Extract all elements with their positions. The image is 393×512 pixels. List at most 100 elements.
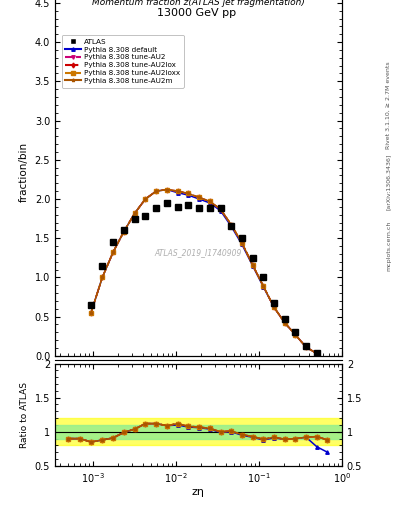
ATLAS	[196, 205, 201, 211]
Pythia 8.308 default	[293, 332, 298, 338]
Text: [arXiv:1306.3436]: [arXiv:1306.3436]	[386, 154, 391, 210]
Pythia 8.308 default	[272, 304, 276, 310]
Pythia 8.308 tune-AU2lox	[175, 188, 180, 194]
ATLAS	[111, 239, 116, 245]
Pythia 8.308 tune-AU2	[250, 262, 255, 268]
ATLAS	[121, 227, 126, 233]
Pythia 8.308 tune-AU2m	[100, 274, 105, 281]
Pythia 8.308 tune-AU2m	[165, 186, 169, 193]
Pythia 8.308 tune-AU2loxx	[154, 188, 159, 194]
Pythia 8.308 tune-AU2loxx	[304, 344, 309, 350]
Pythia 8.308 tune-AU2	[143, 196, 148, 202]
Pythia 8.308 tune-AU2lox	[165, 186, 169, 193]
Pythia 8.308 tune-AU2loxx	[314, 350, 319, 356]
Pythia 8.308 tune-AU2loxx	[132, 210, 137, 216]
Pythia 8.308 tune-AU2lox	[143, 196, 148, 202]
Pythia 8.308 tune-AU2m	[283, 320, 287, 326]
Pythia 8.308 tune-AU2lox	[272, 304, 276, 310]
ATLAS	[175, 204, 180, 210]
Pythia 8.308 tune-AU2m	[272, 304, 276, 310]
Line: Pythia 8.308 tune-AU2loxx: Pythia 8.308 tune-AU2loxx	[89, 188, 319, 355]
Pythia 8.308 tune-AU2loxx	[240, 240, 244, 246]
Pythia 8.308 tune-AU2	[185, 190, 190, 197]
ATLAS	[229, 223, 234, 229]
Pythia 8.308 tune-AU2	[100, 274, 105, 281]
Y-axis label: Ratio to ATLAS: Ratio to ATLAS	[20, 382, 29, 447]
Pythia 8.308 tune-AU2loxx	[89, 310, 94, 316]
Pythia 8.308 tune-AU2lox	[240, 240, 244, 246]
Pythia 8.308 tune-AU2loxx	[283, 320, 287, 326]
Pythia 8.308 tune-AU2lox	[154, 188, 159, 194]
Pythia 8.308 tune-AU2loxx	[143, 196, 148, 202]
Y-axis label: fraction/bin: fraction/bin	[19, 141, 29, 202]
Pythia 8.308 tune-AU2m	[240, 240, 244, 246]
Pythia 8.308 default	[121, 229, 126, 235]
Pythia 8.308 tune-AU2loxx	[293, 332, 298, 338]
Line: Pythia 8.308 default: Pythia 8.308 default	[89, 188, 319, 355]
Line: ATLAS: ATLAS	[88, 200, 320, 355]
Pythia 8.308 tune-AU2loxx	[185, 190, 190, 197]
Line: Pythia 8.308 tune-AU2m: Pythia 8.308 tune-AU2m	[89, 188, 319, 355]
Pythia 8.308 tune-AU2	[89, 310, 94, 316]
Pythia 8.308 default	[250, 263, 255, 269]
Pythia 8.308 tune-AU2	[111, 249, 116, 255]
Pythia 8.308 tune-AU2loxx	[121, 229, 126, 235]
ATLAS	[185, 202, 190, 208]
Pythia 8.308 default	[283, 320, 287, 326]
Pythia 8.308 tune-AU2loxx	[261, 283, 266, 289]
ATLAS	[293, 329, 298, 335]
ATLAS	[100, 263, 105, 269]
Pythia 8.308 tune-AU2m	[89, 310, 94, 316]
Pythia 8.308 tune-AU2m	[261, 283, 266, 289]
Pythia 8.308 tune-AU2m	[304, 344, 309, 350]
Pythia 8.308 tune-AU2	[229, 222, 234, 228]
Pythia 8.308 default	[175, 189, 180, 196]
Pythia 8.308 tune-AU2lox	[111, 249, 116, 255]
Pythia 8.308 default	[154, 188, 159, 194]
ATLAS	[304, 344, 309, 350]
Pythia 8.308 tune-AU2lox	[185, 190, 190, 197]
Pythia 8.308 tune-AU2loxx	[207, 198, 212, 204]
Pythia 8.308 tune-AU2	[165, 186, 169, 193]
Legend: ATLAS, Pythia 8.308 default, Pythia 8.308 tune-AU2, Pythia 8.308 tune-AU2lox, Py: ATLAS, Pythia 8.308 default, Pythia 8.30…	[61, 35, 184, 88]
ATLAS	[132, 216, 137, 222]
Pythia 8.308 tune-AU2lox	[283, 320, 287, 326]
Line: Pythia 8.308 tune-AU2: Pythia 8.308 tune-AU2	[89, 188, 319, 355]
Pythia 8.308 default	[165, 186, 169, 193]
Pythia 8.308 tune-AU2lox	[314, 350, 319, 356]
Pythia 8.308 tune-AU2lox	[218, 206, 223, 212]
X-axis label: zη: zη	[192, 487, 205, 497]
Pythia 8.308 tune-AU2lox	[261, 283, 266, 289]
Pythia 8.308 tune-AU2	[283, 320, 287, 326]
Pythia 8.308 tune-AU2	[121, 229, 126, 235]
ATLAS	[89, 302, 94, 308]
Text: 13000 GeV pp: 13000 GeV pp	[157, 8, 236, 18]
Text: Momentum fraction z(ATLAS jet fragmentation): Momentum fraction z(ATLAS jet fragmentat…	[92, 0, 305, 7]
Pythia 8.308 tune-AU2loxx	[165, 186, 169, 193]
Pythia 8.308 tune-AU2	[314, 350, 319, 356]
Pythia 8.308 tune-AU2	[196, 195, 201, 201]
ATLAS	[218, 205, 223, 211]
Pythia 8.308 tune-AU2m	[250, 262, 255, 268]
Pythia 8.308 tune-AU2loxx	[272, 304, 276, 310]
Text: mcplots.cern.ch: mcplots.cern.ch	[386, 220, 391, 270]
Pythia 8.308 default	[304, 344, 309, 350]
Pythia 8.308 tune-AU2m	[185, 190, 190, 197]
Text: Rivet 3.1.10, ≥ 2.7M events: Rivet 3.1.10, ≥ 2.7M events	[386, 61, 391, 149]
Pythia 8.308 tune-AU2	[218, 206, 223, 212]
Pythia 8.308 tune-AU2	[154, 188, 159, 194]
Pythia 8.308 default	[143, 196, 148, 202]
Pythia 8.308 tune-AU2loxx	[196, 195, 201, 201]
Pythia 8.308 default	[196, 196, 201, 202]
Pythia 8.308 default	[132, 210, 137, 216]
ATLAS	[154, 205, 159, 211]
Pythia 8.308 tune-AU2lox	[132, 210, 137, 216]
Pythia 8.308 default	[185, 192, 190, 198]
Pythia 8.308 default	[207, 200, 212, 206]
Pythia 8.308 tune-AU2loxx	[111, 249, 116, 255]
Pythia 8.308 tune-AU2	[272, 304, 276, 310]
Pythia 8.308 tune-AU2lox	[304, 344, 309, 350]
Pythia 8.308 tune-AU2m	[218, 206, 223, 212]
Pythia 8.308 tune-AU2	[261, 283, 266, 289]
Pythia 8.308 tune-AU2lox	[121, 229, 126, 235]
